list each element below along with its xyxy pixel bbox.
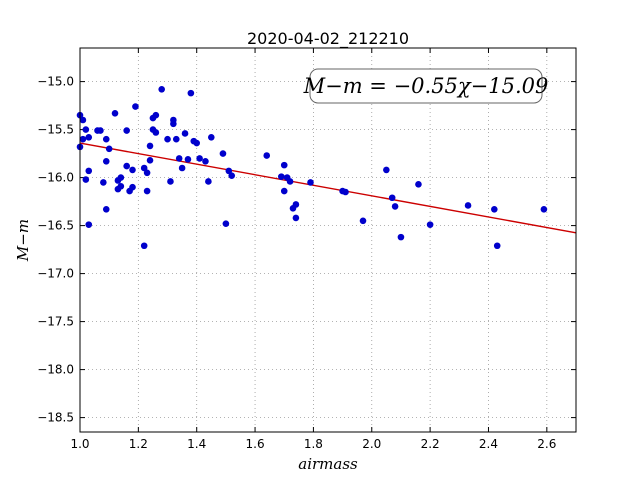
data-point bbox=[102, 205, 110, 213]
data-point bbox=[82, 176, 90, 183]
x-tick-label: 1.8 bbox=[304, 437, 323, 451]
data-point bbox=[415, 181, 422, 188]
data-point bbox=[100, 179, 107, 186]
data-points bbox=[76, 85, 548, 250]
data-point bbox=[140, 164, 148, 172]
y-axis-label: M−m bbox=[14, 219, 32, 262]
x-tick-label: 1.0 bbox=[70, 437, 89, 451]
x-tick-label: 1.6 bbox=[246, 437, 265, 451]
data-point bbox=[184, 156, 192, 163]
x-tick-label: 1.2 bbox=[129, 437, 148, 451]
x-tick-label: 2.0 bbox=[362, 437, 381, 451]
fit-equation: M−m = −0.55χ−15.09 bbox=[303, 74, 549, 98]
data-point bbox=[111, 109, 119, 117]
data-point bbox=[140, 242, 148, 250]
data-point bbox=[196, 155, 203, 162]
data-point bbox=[178, 164, 186, 172]
data-point bbox=[164, 135, 171, 143]
x-tick-label: 2.4 bbox=[479, 437, 498, 451]
plot-area bbox=[80, 48, 576, 432]
data-point bbox=[129, 183, 136, 191]
data-point bbox=[193, 139, 201, 147]
y-tick-label: −16.5 bbox=[37, 219, 74, 233]
data-point bbox=[170, 120, 177, 128]
data-point bbox=[292, 214, 300, 222]
data-point bbox=[79, 135, 87, 143]
data-point bbox=[383, 166, 390, 174]
data-point bbox=[143, 187, 151, 195]
data-point bbox=[207, 133, 215, 141]
data-point bbox=[307, 179, 314, 186]
data-point bbox=[117, 174, 125, 181]
data-point bbox=[464, 202, 472, 209]
y-tick-label: −18.5 bbox=[37, 411, 74, 425]
data-point bbox=[79, 116, 87, 124]
fit-line-group bbox=[79, 142, 577, 234]
plot-frame bbox=[79, 47, 577, 433]
data-point bbox=[426, 221, 434, 228]
data-point bbox=[117, 182, 125, 190]
data-point bbox=[172, 135, 180, 143]
data-point bbox=[205, 178, 212, 185]
data-point bbox=[263, 152, 271, 159]
data-point bbox=[391, 203, 399, 210]
data-point bbox=[97, 127, 104, 134]
grid bbox=[79, 48, 576, 432]
data-point bbox=[143, 169, 151, 177]
data-point bbox=[493, 242, 501, 250]
y-tick-label: −16.0 bbox=[37, 171, 74, 185]
data-point bbox=[222, 220, 230, 227]
data-point bbox=[146, 157, 154, 164]
data-point bbox=[102, 135, 110, 143]
ticks bbox=[79, 48, 576, 432]
y-tick-label: −15.5 bbox=[37, 123, 74, 137]
data-point bbox=[280, 187, 288, 195]
data-point bbox=[129, 166, 136, 174]
data-point bbox=[85, 133, 93, 141]
data-point bbox=[146, 142, 154, 150]
data-point bbox=[102, 157, 110, 165]
x-axis-label: airmass bbox=[298, 455, 358, 473]
x-tick-label: 2.6 bbox=[537, 437, 556, 451]
data-point bbox=[152, 111, 160, 119]
data-point bbox=[228, 172, 236, 179]
data-point bbox=[175, 155, 183, 162]
data-point bbox=[225, 167, 233, 175]
data-point bbox=[152, 129, 160, 136]
data-point bbox=[359, 217, 367, 225]
tick-labels: 1.0 1.2 1.4 1.6 1.8 2.0 2.2 2.4 2.6 −15.0 −15.5 −16… bbox=[37, 75, 556, 451]
data-point bbox=[82, 126, 90, 133]
data-point bbox=[292, 201, 300, 208]
y-tick-label: −15.0 bbox=[37, 75, 74, 89]
annotation-box bbox=[309, 68, 543, 104]
y-tick-label: −17.0 bbox=[37, 267, 74, 281]
data-point bbox=[540, 205, 548, 213]
fit-line bbox=[79, 142, 577, 234]
y-tick-label: −18.0 bbox=[37, 363, 74, 377]
data-point bbox=[158, 85, 165, 93]
data-point bbox=[85, 167, 93, 175]
y-tick-label: −17.5 bbox=[37, 315, 74, 329]
data-point bbox=[105, 145, 113, 153]
data-point bbox=[123, 162, 130, 170]
data-point bbox=[181, 130, 189, 137]
data-point bbox=[202, 157, 209, 165]
data-point bbox=[280, 161, 288, 169]
data-point bbox=[278, 173, 285, 180]
data-point bbox=[219, 150, 227, 157]
chart-title: 2020-04-02_212210 bbox=[247, 29, 409, 49]
data-point bbox=[123, 127, 130, 134]
data-point bbox=[132, 103, 139, 110]
data-point bbox=[342, 188, 349, 196]
data-point bbox=[286, 178, 294, 185]
x-tick-label: 2.2 bbox=[421, 437, 440, 451]
data-point bbox=[167, 178, 174, 185]
data-point bbox=[187, 89, 195, 97]
data-point bbox=[491, 205, 498, 213]
data-point bbox=[388, 194, 396, 202]
data-point bbox=[397, 233, 405, 241]
data-point bbox=[85, 221, 93, 228]
x-tick-label: 1.4 bbox=[187, 437, 206, 451]
